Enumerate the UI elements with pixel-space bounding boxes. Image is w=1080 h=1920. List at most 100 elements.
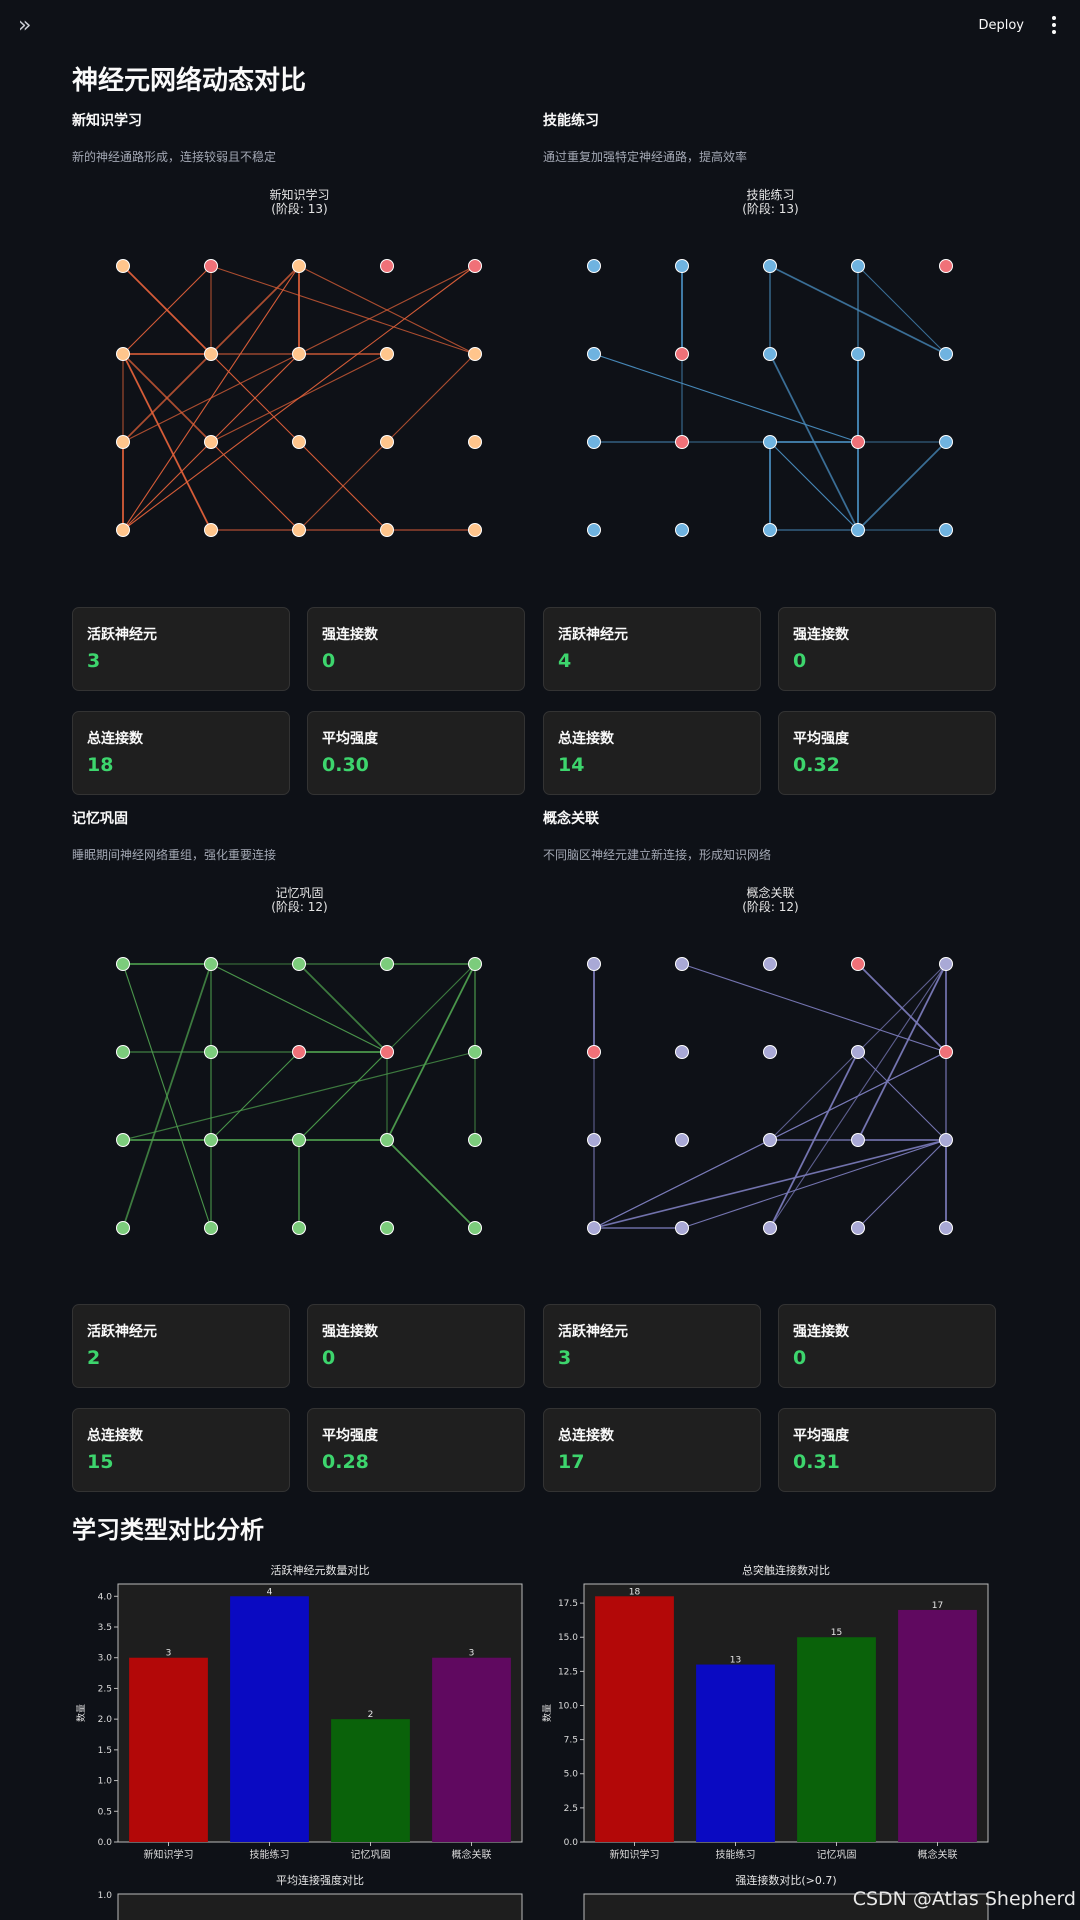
- plot-area: [583, 1893, 989, 1920]
- expand-sidebar-icon[interactable]: »: [18, 13, 32, 38]
- comparison-section-title: 学习类型对比分析: [72, 1516, 264, 1544]
- chart-title: 活跃神经元数量对比: [271, 1563, 370, 1577]
- bar-value-label: 13: [730, 1656, 741, 1666]
- synapse-edge: [681, 963, 947, 1053]
- neuron-node: [851, 259, 865, 273]
- y-tick-label: 0.0: [98, 1838, 113, 1848]
- neuron-node: [292, 957, 306, 971]
- average-strength-bar-chart: 平均连接强度对比 1.0: [98, 1873, 523, 1920]
- neuron-node: [292, 523, 306, 537]
- x-tick-label: 概念关联: [452, 1848, 492, 1861]
- neuron-node: [116, 347, 130, 361]
- neuron-node: [380, 435, 394, 449]
- strong-connections-bar-chart: 强连接数对比(>0.7): [583, 1873, 989, 1920]
- neuron-node: [116, 259, 130, 273]
- metric-card-active-neurons: 活跃神经元 4: [543, 607, 761, 691]
- deploy-button[interactable]: Deploy: [978, 18, 1024, 33]
- neuron-node: [763, 347, 777, 361]
- neuron-node: [468, 1045, 482, 1059]
- neuron-node: [204, 1133, 218, 1147]
- synapse-edge: [210, 441, 300, 531]
- y-tick-label: 1.5: [98, 1746, 112, 1756]
- neuron-node: [851, 1045, 865, 1059]
- neuron-node: [851, 347, 865, 361]
- neuron-node: [675, 1133, 689, 1147]
- metric-card-total-connections: 总连接数 17: [543, 1408, 761, 1492]
- metric-card-total-connections: 总连接数 14: [543, 711, 761, 795]
- neuron-network-skill-practice: [587, 259, 953, 537]
- y-tick-label: 3.5: [98, 1623, 112, 1633]
- neuron-node: [468, 347, 482, 361]
- synapse-edge: [122, 353, 212, 531]
- neuron-network-concept-association: [587, 957, 953, 1235]
- metric-label: 平均强度: [793, 1428, 849, 1444]
- metric-label: 强连接数: [322, 1324, 378, 1340]
- total-synapses-bar-chart: 总突触连接数对比 0.0 2.5 5.0 7.5 10.0 12.5 15.0 17.5 数量 18…: [541, 1563, 989, 1861]
- synapse-edge: [298, 1051, 388, 1141]
- metric-card-average-strength: 平均强度 0.31: [778, 1408, 996, 1492]
- panel-title: 概念关联: [543, 811, 599, 827]
- neuron-node: [939, 523, 953, 537]
- y-tick-label: 1.0: [98, 1891, 113, 1901]
- metric-value: 17: [558, 1451, 585, 1473]
- panel-memory-consolidation: 记忆巩固 睡眠期间神经网络重组，强化重要连接 记忆巩固 (阶段: 12) 活跃神经…: [72, 808, 527, 1492]
- neuron-node: [763, 435, 777, 449]
- neuron-node: [939, 435, 953, 449]
- synapse-edge: [298, 963, 388, 1053]
- synapse-edge: [857, 441, 947, 531]
- synapse-edge: [593, 1139, 947, 1229]
- neuron-node: [675, 957, 689, 971]
- neuron-node: [292, 1221, 306, 1235]
- metric-card-average-strength: 平均强度 0.28: [307, 1408, 525, 1492]
- neuron-node: [292, 1133, 306, 1147]
- active-neuron-node: [468, 259, 482, 273]
- panel-concept-association: 概念关联 不同脑区神经元建立新连接，形成知识网络 概念关联 (阶段: 12) 活跃…: [543, 808, 998, 1492]
- neuron-node: [204, 957, 218, 971]
- metric-value: 0.32: [793, 754, 840, 776]
- metric-value: 0: [793, 1347, 807, 1369]
- neuron-node: [587, 523, 601, 537]
- y-tick-label: 2.5: [98, 1684, 112, 1694]
- neuron-node: [587, 1133, 601, 1147]
- metric-card-active-neurons: 活跃神经元 3: [543, 1304, 761, 1388]
- synapse-edge: [386, 1139, 476, 1229]
- metric-card-strong-connections: 强连接数 0: [307, 1304, 525, 1388]
- metric-label: 活跃神经元: [558, 1324, 628, 1340]
- bar: [230, 1596, 309, 1842]
- neuron-node: [675, 1045, 689, 1059]
- metric-label: 总连接数: [87, 1428, 143, 1444]
- active-neuron-node: [380, 1045, 394, 1059]
- neuron-node: [468, 435, 482, 449]
- metric-card-total-connections: 总连接数 18: [72, 711, 290, 795]
- bar: [595, 1596, 674, 1842]
- chart-title: 强连接数对比(>0.7): [735, 1873, 836, 1887]
- neuron-node: [939, 1133, 953, 1147]
- synapse-edge: [857, 963, 947, 1053]
- synapse-edge: [122, 1051, 476, 1141]
- y-tick-label: 5.0: [564, 1770, 579, 1780]
- metric-value: 3: [558, 1347, 572, 1369]
- metric-card-strong-connections: 强连接数 0: [778, 1304, 996, 1388]
- x-tick-label: 技能练习: [716, 1848, 756, 1861]
- metric-value: 4: [558, 650, 572, 672]
- bar-value-label: 4: [267, 1587, 273, 1597]
- synapse-edge: [681, 1139, 947, 1229]
- panel-title: 技能练习: [543, 113, 599, 129]
- neuron-network-new-knowledge: [116, 259, 482, 537]
- neuron-node: [292, 435, 306, 449]
- neuron-node: [851, 1221, 865, 1235]
- panel-description: 不同脑区神经元建立新连接，形成知识网络: [543, 848, 772, 862]
- synapse-edge: [769, 1051, 859, 1141]
- metric-card-active-neurons: 活跃神经元 2: [72, 1304, 290, 1388]
- metric-value: 0: [322, 1347, 336, 1369]
- bar-value-label: 3: [166, 1649, 172, 1659]
- metric-label: 总连接数: [87, 731, 143, 747]
- neuron-node: [468, 1133, 482, 1147]
- metric-value: 0.30: [322, 754, 369, 776]
- main-menu-icon[interactable]: [1048, 14, 1060, 38]
- y-tick-label: 7.5: [564, 1736, 578, 1746]
- x-tick-label: 记忆巩固: [817, 1848, 857, 1861]
- y-axis-label: 数量: [541, 1704, 553, 1722]
- synapse-edge: [386, 963, 476, 1141]
- metric-value: 0: [322, 650, 336, 672]
